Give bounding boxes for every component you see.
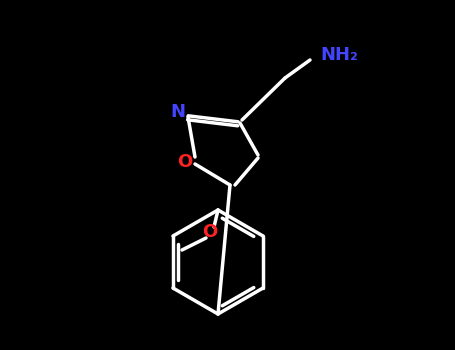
- Text: NH₂: NH₂: [320, 46, 358, 64]
- Text: O: O: [177, 153, 192, 171]
- Text: N: N: [171, 103, 186, 121]
- Text: O: O: [202, 223, 217, 241]
